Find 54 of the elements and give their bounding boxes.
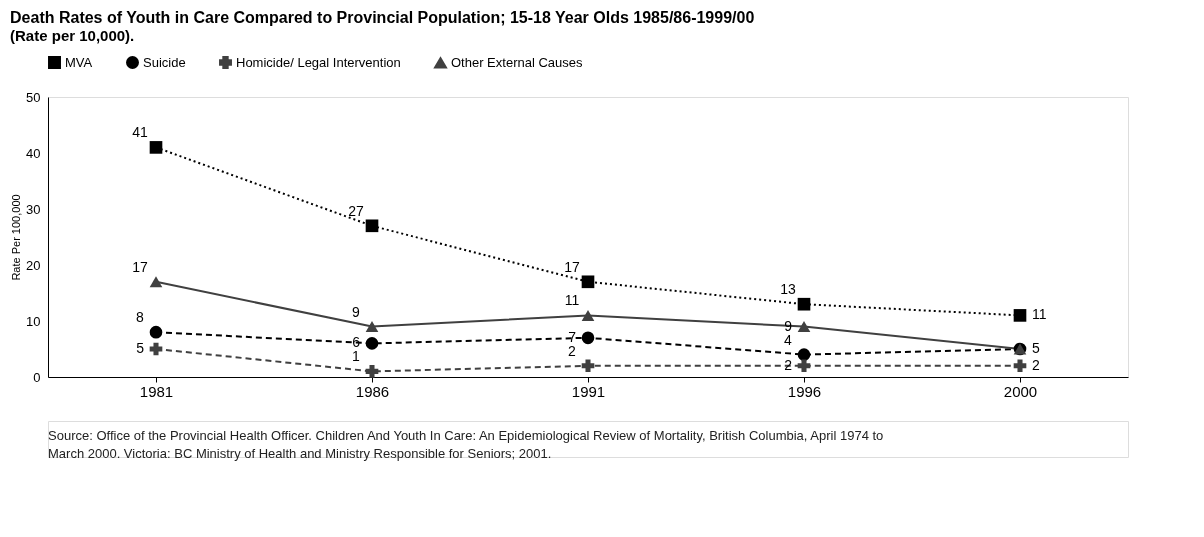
data-label: 1	[352, 348, 361, 365]
data-label: 5	[136, 340, 145, 356]
point	[365, 219, 379, 233]
y-tick-label: 0	[33, 369, 41, 385]
point	[365, 337, 379, 350]
point	[581, 309, 595, 321]
y-tick-label: 40	[26, 145, 41, 161]
legend-label: Homicide/ Legal Intervention	[236, 54, 401, 70]
data-label: 17	[132, 258, 148, 275]
x-tick-label: 1991	[571, 382, 606, 400]
data-label: 11	[1032, 306, 1047, 323]
data-label: 5	[1032, 340, 1040, 356]
data-label: 2	[568, 342, 577, 359]
x-tick-label: 1996	[787, 382, 822, 400]
data-label: 17	[564, 258, 580, 275]
point	[797, 359, 811, 373]
x-tick-label: 1981	[139, 382, 174, 400]
chart-subtitle: (Rate per 10,000).	[10, 27, 135, 44]
point	[149, 325, 163, 339]
point	[797, 321, 811, 333]
x-tick-label: 2000	[1003, 382, 1038, 400]
x-tick-label: 1986	[355, 382, 390, 400]
data-label: 7	[568, 328, 577, 345]
point	[149, 342, 163, 356]
y-tick-label: 20	[26, 257, 41, 273]
point	[1013, 359, 1027, 373]
data-label: 6	[352, 334, 361, 351]
point	[581, 331, 595, 345]
legend-label: Other External Causes	[451, 54, 583, 70]
data-label: 11	[564, 292, 580, 309]
y-tick-label: 30	[26, 201, 41, 217]
legend-label: MVA	[65, 54, 93, 70]
y-tick-label: 10	[26, 313, 41, 329]
point	[581, 275, 595, 289]
point	[1013, 309, 1027, 322]
data-label: 41	[132, 124, 148, 141]
y-axis-title: Rate Per 100,000	[10, 194, 23, 281]
legend-label: Suicide	[143, 54, 186, 70]
point	[365, 365, 379, 378]
point	[149, 141, 163, 154]
data-label: 9	[352, 303, 361, 320]
point	[365, 321, 379, 333]
y-tick-label: 50	[26, 89, 41, 105]
chart-title: Death Rates of Youth in Care Compared to Provincial Population; 15-18 Year Olds 1985/86-1999/00	[10, 9, 755, 26]
point	[797, 297, 811, 311]
data-label: 4	[784, 331, 793, 348]
point	[797, 348, 811, 361]
point	[581, 359, 595, 373]
data-label: 8	[136, 309, 145, 326]
source-note: Source: Office of the Provincial Health Officer. Children And Youth In Care: An Epidemiological Review of Mortality, British Columbia, April 1974 to March 2000. Victoria: BC Ministry of Health and Ministry Responsible for Seniors; 2001.	[48, 428, 884, 461]
data-label: 2	[1032, 356, 1040, 373]
data-label: 27	[348, 202, 364, 219]
point	[149, 276, 163, 288]
data-label: 13	[780, 281, 796, 298]
